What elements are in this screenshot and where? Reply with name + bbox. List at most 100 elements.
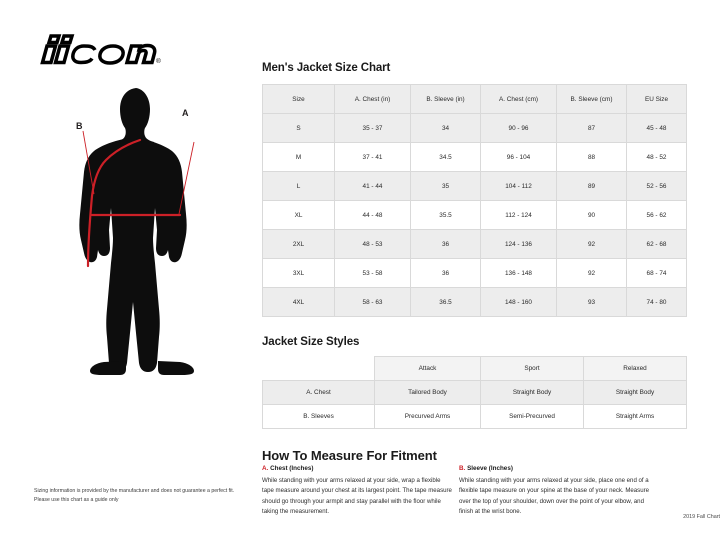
table-row: L 41 - 44 35 104 - 112 89 52 - 56 xyxy=(262,171,687,201)
column-header-sport: Sport xyxy=(480,356,584,381)
jacket-size-styles-title: Jacket Size Styles xyxy=(262,336,360,348)
jacket-size-styles-table: Attack Sport Relaxed A. Chest Tailored B… xyxy=(262,356,687,429)
cell-eu-size: 74 - 80 xyxy=(626,287,687,317)
cell-size: M xyxy=(262,142,335,172)
cell-size: L xyxy=(262,171,335,201)
cell-chest-in: 44 - 48 xyxy=(334,200,411,230)
cell-chest-in: 37 - 41 xyxy=(334,142,411,172)
measurement-lines xyxy=(86,138,182,268)
fitment-sleeve-body: While standing with your arms relaxed at… xyxy=(459,476,650,516)
cell-chest-in: 48 - 53 xyxy=(334,229,411,259)
cell-sleeve-cm: 89 xyxy=(556,171,627,201)
cell-sleeve-in: 34.5 xyxy=(410,142,481,172)
silhouette-svg xyxy=(79,88,195,375)
cell-size: 4XL xyxy=(262,287,335,317)
cell-size: 3XL xyxy=(262,258,335,288)
fitment-chest-block: A. Chest (Inches) While standing with yo… xyxy=(262,464,454,518)
cell-eu-size: 45 - 48 xyxy=(626,113,687,143)
body-silhouette xyxy=(79,88,187,372)
cell-chest-in: 41 - 44 xyxy=(334,171,411,201)
cell-sleeve-cm: 88 xyxy=(556,142,627,172)
fitment-sleeve-block: B. Sleeve (Inches) While standing with y… xyxy=(459,464,651,518)
table-row: S 35 - 37 34 90 - 96 87 45 - 48 xyxy=(262,113,687,143)
table-row: A. Chest Tailored Body Straight Body Str… xyxy=(262,380,687,405)
cell-sport: Straight Body xyxy=(480,380,584,405)
cell-sleeve-in: 35 xyxy=(410,171,481,201)
fitment-sleeve-marker: B. xyxy=(459,465,466,472)
measurement-figure-illustration xyxy=(58,84,238,379)
chart-season-footer: 2019 Fall Chart xyxy=(683,514,720,520)
icon-brand-logo: ® xyxy=(34,28,164,72)
cell-chest-cm: 124 - 136 xyxy=(480,229,557,259)
figure-label-b: B xyxy=(76,121,83,131)
cell-chest-cm: 148 - 160 xyxy=(480,287,557,317)
cell-chest-in: 35 - 37 xyxy=(334,113,411,143)
table-row: XL 44 - 48 35.5 112 - 124 90 56 - 62 xyxy=(262,200,687,230)
column-header-attack: Attack xyxy=(374,356,481,381)
cell-eu-size: 52 - 56 xyxy=(626,171,687,201)
table-row: 2XL 48 - 53 36 124 - 136 92 62 - 68 xyxy=(262,229,687,259)
fitment-sleeve-heading-text: Sleeve (Inches) xyxy=(467,465,513,472)
mens-jacket-size-chart-table: Size A. Chest (in) B. Sleeve (in) A. Che… xyxy=(262,84,687,317)
cell-sleeve-in: 36 xyxy=(410,258,481,288)
row-header-chest: A. Chest xyxy=(262,380,375,405)
column-header-sleeve-cm: B. Sleeve (cm) xyxy=(556,84,627,114)
fitment-chest-marker: A. xyxy=(262,465,269,472)
cell-sleeve-cm: 92 xyxy=(556,258,627,288)
fitment-chest-body: While standing with your arms relaxed at… xyxy=(262,476,452,516)
cell-chest-cm: 96 - 104 xyxy=(480,142,557,172)
how-to-measure-title: How To Measure For Fitment xyxy=(262,448,437,463)
figure-label-a: A xyxy=(182,108,189,118)
fitment-chest-heading-text: Chest (Inches) xyxy=(270,465,314,472)
cell-chest-cm: 104 - 112 xyxy=(480,171,557,201)
cell-eu-size: 56 - 62 xyxy=(626,200,687,230)
cell-chest-cm: 112 - 124 xyxy=(480,200,557,230)
cell-relaxed: Straight Arms xyxy=(583,404,687,429)
cell-eu-size: 68 - 74 xyxy=(626,258,687,288)
feet-shape xyxy=(90,361,194,375)
cell-size: S xyxy=(262,113,335,143)
cell-chest-cm: 90 - 96 xyxy=(480,113,557,143)
label-leader-lines xyxy=(82,130,195,215)
styles-corner-cell xyxy=(263,357,375,381)
fitment-sleeve-heading: B. Sleeve (Inches) xyxy=(459,464,651,475)
cell-sleeve-cm: 90 xyxy=(556,200,627,230)
cell-sleeve-in: 36 xyxy=(410,229,481,259)
fitment-chest-heading: A. Chest (Inches) xyxy=(262,464,454,475)
size-styles-header-row: Attack Sport Relaxed xyxy=(263,356,687,381)
column-header-chest-in: A. Chest (in) xyxy=(334,84,411,114)
cell-sleeve-in: 36.5 xyxy=(410,287,481,317)
cell-sleeve-cm: 87 xyxy=(556,113,627,143)
table-row: 4XL 58 - 63 36.5 148 - 160 93 74 - 80 xyxy=(262,287,687,317)
size-chart-title: Men's Jacket Size Chart xyxy=(262,62,391,74)
column-header-size: Size xyxy=(262,84,335,114)
cell-chest-cm: 136 - 148 xyxy=(480,258,557,288)
cell-chest-in: 58 - 63 xyxy=(334,287,411,317)
cell-eu-size: 48 - 52 xyxy=(626,142,687,172)
cell-sport: Semi-Precurved xyxy=(480,404,584,429)
size-chart-header-row: Size A. Chest (in) B. Sleeve (in) A. Che… xyxy=(262,84,687,114)
cell-sleeve-cm: 92 xyxy=(556,229,627,259)
cell-eu-size: 62 - 68 xyxy=(626,229,687,259)
table-row: B. Sleeves Precurved Arms Semi-Precurved… xyxy=(262,404,687,429)
column-header-relaxed: Relaxed xyxy=(583,356,687,381)
cell-size: 2XL xyxy=(262,229,335,259)
table-row: 3XL 53 - 58 36 136 - 148 92 68 - 74 xyxy=(262,258,687,288)
cell-sleeve-in: 34 xyxy=(410,113,481,143)
table-row: M 37 - 41 34.5 96 - 104 88 48 - 52 xyxy=(262,142,687,172)
icon-logo-wordmark: ® xyxy=(40,34,161,65)
content-panel: Men's Jacket Size Chart Size A. Chest (i… xyxy=(262,0,720,540)
left-panel: ® xyxy=(0,0,255,540)
column-header-eu-size: EU Size xyxy=(626,84,687,114)
registered-trademark-mark: ® xyxy=(156,57,161,65)
cell-relaxed: Straight Body xyxy=(583,380,687,405)
cell-chest-in: 53 - 58 xyxy=(334,258,411,288)
cell-size: XL xyxy=(262,200,335,230)
cell-attack: Tailored Body xyxy=(374,380,481,405)
column-header-sleeve-in: B. Sleeve (in) xyxy=(410,84,481,114)
sizing-disclaimer-text: Sizing information is provided by the ma… xyxy=(34,488,235,504)
cell-sleeve-cm: 93 xyxy=(556,287,627,317)
cell-sleeve-in: 35.5 xyxy=(410,200,481,230)
cell-attack: Precurved Arms xyxy=(374,404,481,429)
row-header-sleeves: B. Sleeves xyxy=(262,404,375,429)
